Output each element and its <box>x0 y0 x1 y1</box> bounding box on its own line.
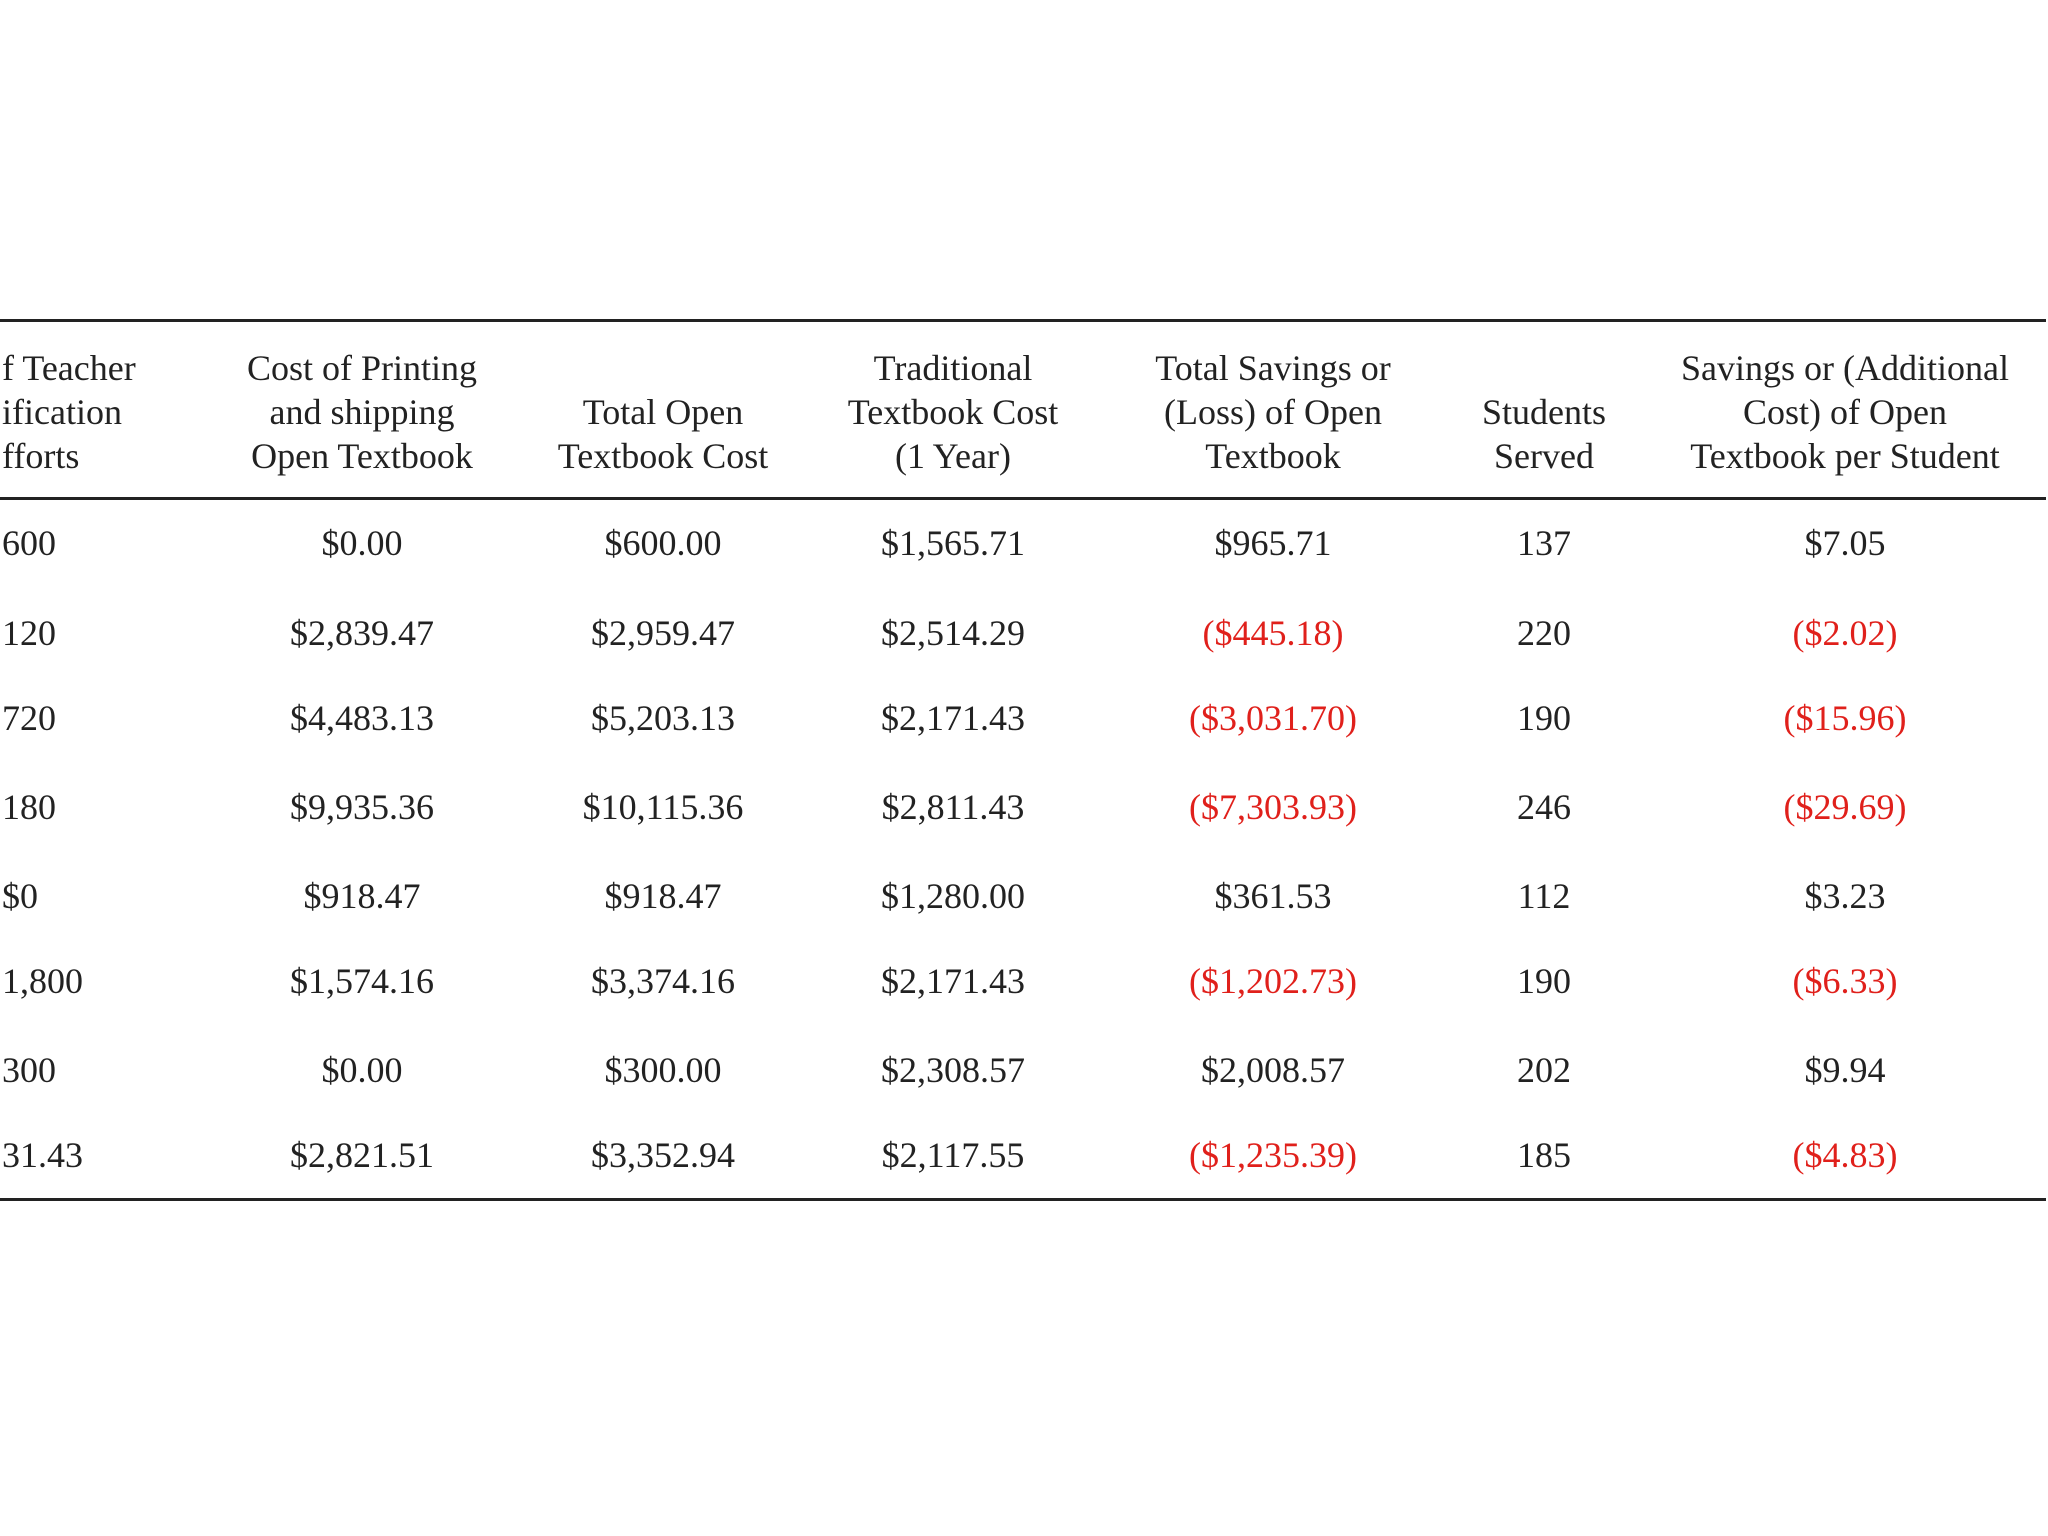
table-cell: ($3,031.70) <box>1189 698 1357 738</box>
table-cell: $300.00 <box>604 1050 722 1090</box>
table-cell: $5,203.13 <box>591 698 735 738</box>
header-line: Savings or (Additional <box>1681 348 2009 388</box>
table-cell: 300 <box>2 1050 56 1090</box>
table-cell: $2,839.47 <box>290 613 434 653</box>
header-line: Served <box>1494 436 1594 476</box>
table-cell: 1,800 <box>2 961 83 1001</box>
table-cell: 120 <box>2 613 56 653</box>
table-cell: ($445.18) <box>1202 613 1344 653</box>
table-cell: ($4.83) <box>1792 1135 1898 1175</box>
header-line: f Teacher <box>2 348 136 388</box>
header-line: Textbook per Student <box>1690 436 2000 476</box>
table-cell: 180 <box>2 787 56 827</box>
header-line: ification <box>2 392 122 432</box>
table-cell: 190 <box>1517 698 1571 738</box>
table-cell: $1,565.71 <box>881 523 1025 563</box>
header-line: (Loss) of Open <box>1164 392 1382 432</box>
table-cell: $918.47 <box>303 876 421 916</box>
table-cell: 202 <box>1517 1050 1571 1090</box>
table-cell: $9,935.36 <box>290 787 434 827</box>
table-cell: $965.71 <box>1214 523 1332 563</box>
table-cell: $361.53 <box>1214 876 1332 916</box>
header-line: Students <box>1481 392 1607 432</box>
table-cell: $10,115.36 <box>582 787 744 827</box>
table-cell: $0.00 <box>321 1050 403 1090</box>
table-cell: ($7,303.93) <box>1189 787 1357 827</box>
header-line: Total Savings or <box>1155 348 1391 388</box>
table-cell: 190 <box>1517 961 1571 1001</box>
header-line: Total Open <box>582 392 744 432</box>
header-line: Textbook <box>1205 436 1341 476</box>
table-cell: $3,374.16 <box>591 961 735 1001</box>
table-cell: ($29.69) <box>1783 787 1907 827</box>
table-cell: ($1,235.39) <box>1189 1135 1357 1175</box>
table-cell: $2,514.29 <box>881 613 1025 653</box>
table-cell: 137 <box>1517 523 1571 563</box>
table-cell: ($2.02) <box>1792 613 1898 653</box>
top-rule <box>0 319 2046 322</box>
header-line: Cost) of Open <box>1743 392 1947 432</box>
header-line: Cost of Printing <box>246 348 478 388</box>
table-cell: $7.05 <box>1804 523 1886 563</box>
header-rule <box>0 497 2046 500</box>
table-cell: $2,821.51 <box>290 1135 434 1175</box>
table-cell: 246 <box>1517 787 1571 827</box>
table-cell: $2,117.55 <box>881 1135 1025 1175</box>
table-cell: $4,483.13 <box>290 698 434 738</box>
table-cell: $3.23 <box>1804 876 1886 916</box>
header-line: fforts <box>2 436 80 476</box>
header-line: (1 Year) <box>895 436 1011 476</box>
table-cell: $2,171.43 <box>881 961 1025 1001</box>
table-cell: $2,959.47 <box>591 613 735 653</box>
table-cell: $600.00 <box>604 523 722 563</box>
table-cell: 720 <box>2 698 56 738</box>
table-cell: $2,308.57 <box>881 1050 1025 1090</box>
table-cell: ($6.33) <box>1792 961 1898 1001</box>
header-line: Traditional <box>873 348 1033 388</box>
header-line: Textbook Cost <box>847 392 1059 432</box>
table-cell: $918.47 <box>604 876 722 916</box>
table-cell: $0 <box>2 876 38 916</box>
table-cell: $1,574.16 <box>290 961 434 1001</box>
table-cell: 31.43 <box>2 1135 83 1175</box>
table-cell: 220 <box>1517 613 1571 653</box>
bottom-rule <box>0 1198 2046 1201</box>
table-cell: 112 <box>1517 876 1571 916</box>
table-cell: $2,811.43 <box>881 787 1025 827</box>
table-cell: $3,352.94 <box>591 1135 735 1175</box>
table-cell: $2,171.43 <box>881 698 1025 738</box>
header-line: Open Textbook <box>251 436 473 476</box>
table-cell: $1,280.00 <box>881 876 1025 916</box>
table-cell: $2,008.57 <box>1201 1050 1345 1090</box>
table-cell: $9.94 <box>1804 1050 1886 1090</box>
table-cell: $0.00 <box>321 523 403 563</box>
table-cell: ($1,202.73) <box>1189 961 1357 1001</box>
table-cell: 600 <box>2 523 56 563</box>
table-cell: 185 <box>1517 1135 1571 1175</box>
header-line: and shipping <box>269 392 455 432</box>
header-line: Textbook Cost <box>557 436 769 476</box>
table-cell: ($15.96) <box>1783 698 1907 738</box>
